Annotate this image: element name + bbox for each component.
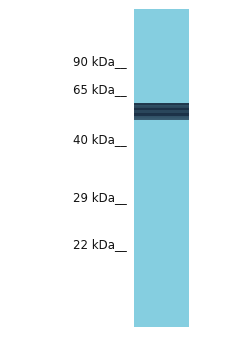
- Bar: [134, 113, 189, 115]
- Bar: [134, 117, 189, 118]
- Bar: [134, 103, 189, 104]
- Bar: [134, 107, 189, 108]
- Bar: [134, 108, 189, 110]
- Bar: [134, 112, 189, 113]
- Bar: [134, 106, 189, 107]
- Bar: [134, 115, 189, 116]
- Bar: [134, 116, 189, 117]
- Bar: [134, 109, 189, 111]
- Bar: [134, 114, 189, 116]
- Bar: [134, 103, 189, 105]
- Bar: [134, 119, 189, 120]
- Bar: [134, 113, 189, 114]
- Bar: [134, 107, 189, 109]
- Bar: [134, 118, 189, 119]
- Text: 65 kDa__: 65 kDa__: [74, 83, 127, 96]
- Bar: [134, 105, 189, 106]
- Text: 40 kDa__: 40 kDa__: [74, 133, 127, 147]
- Text: 29 kDa__: 29 kDa__: [73, 191, 127, 204]
- Text: 90 kDa__: 90 kDa__: [74, 55, 127, 68]
- Bar: [134, 104, 189, 105]
- Text: 22 kDa__: 22 kDa__: [73, 238, 127, 252]
- Bar: [134, 9, 189, 327]
- Bar: [134, 110, 189, 111]
- Bar: [134, 111, 189, 112]
